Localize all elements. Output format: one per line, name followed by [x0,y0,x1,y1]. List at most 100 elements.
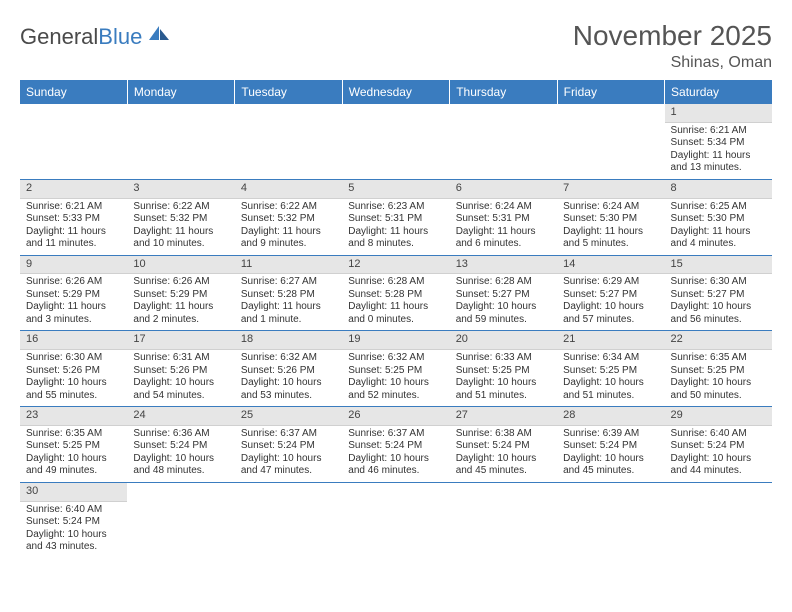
calendar-week-row: 16Sunrise: 6:30 AMSunset: 5:26 PMDayligh… [20,331,772,407]
daylight-line-2: and 45 minutes. [456,465,551,478]
calendar-day-cell: 21Sunrise: 6:34 AMSunset: 5:25 PMDayligh… [557,331,664,407]
sunrise-line: Sunrise: 6:25 AM [671,201,766,214]
sunset-line: Sunset: 5:26 PM [26,365,121,378]
day-of-week-header: Wednesday [342,80,449,104]
calendar-day-cell: 4Sunrise: 6:22 AMSunset: 5:32 PMDaylight… [235,179,342,255]
calendar-page: General Blue November 2025 Shinas, Oman … [0,0,792,558]
sunset-line: Sunset: 5:27 PM [671,289,766,302]
calendar-day-cell: 20Sunrise: 6:33 AMSunset: 5:25 PMDayligh… [450,331,557,407]
sunrise-line: Sunrise: 6:38 AM [456,428,551,441]
day-number: 19 [342,331,449,350]
calendar-day-cell: 10Sunrise: 6:26 AMSunset: 5:29 PMDayligh… [127,255,234,331]
daylight-line-1: Daylight: 11 hours [348,226,443,239]
sunset-line: Sunset: 5:29 PM [26,289,121,302]
daylight-line-1: Daylight: 11 hours [133,226,228,239]
day-content: Sunrise: 6:25 AMSunset: 5:30 PMDaylight:… [665,199,772,255]
day-content: Sunrise: 6:37 AMSunset: 5:24 PMDaylight:… [342,426,449,482]
day-content: Sunrise: 6:22 AMSunset: 5:32 PMDaylight:… [235,199,342,255]
daylight-line-2: and 49 minutes. [26,465,121,478]
calendar-day-cell: 12Sunrise: 6:28 AMSunset: 5:28 PMDayligh… [342,255,449,331]
sunrise-line: Sunrise: 6:34 AM [563,352,658,365]
calendar-body: 1Sunrise: 6:21 AMSunset: 5:34 PMDaylight… [20,104,772,558]
day-content: Sunrise: 6:28 AMSunset: 5:27 PMDaylight:… [450,274,557,330]
daylight-line-2: and 48 minutes. [133,465,228,478]
daylight-line-1: Daylight: 10 hours [241,377,336,390]
daylight-line-2: and 6 minutes. [456,238,551,251]
sunset-line: Sunset: 5:24 PM [671,440,766,453]
calendar-day-cell: 6Sunrise: 6:24 AMSunset: 5:31 PMDaylight… [450,179,557,255]
sunrise-line: Sunrise: 6:26 AM [26,276,121,289]
sunset-line: Sunset: 5:24 PM [26,516,121,529]
day-content: Sunrise: 6:21 AMSunset: 5:33 PMDaylight:… [20,199,127,255]
calendar-day-cell: 15Sunrise: 6:30 AMSunset: 5:27 PMDayligh… [665,255,772,331]
calendar-empty-cell [342,482,449,557]
daylight-line-2: and 43 minutes. [26,541,121,554]
calendar-day-cell: 14Sunrise: 6:29 AMSunset: 5:27 PMDayligh… [557,255,664,331]
daylight-line-2: and 5 minutes. [563,238,658,251]
day-content: Sunrise: 6:40 AMSunset: 5:24 PMDaylight:… [20,502,127,558]
daylight-line-2: and 51 minutes. [456,390,551,403]
day-number: 1 [665,104,772,123]
daylight-line-1: Daylight: 10 hours [133,453,228,466]
daylight-line-2: and 55 minutes. [26,390,121,403]
day-number: 27 [450,407,557,426]
day-content: Sunrise: 6:34 AMSunset: 5:25 PMDaylight:… [557,350,664,406]
day-number: 3 [127,180,234,199]
day-number: 28 [557,407,664,426]
sunset-line: Sunset: 5:25 PM [456,365,551,378]
sunrise-line: Sunrise: 6:27 AM [241,276,336,289]
day-content: Sunrise: 6:30 AMSunset: 5:27 PMDaylight:… [665,274,772,330]
daylight-line-2: and 51 minutes. [563,390,658,403]
daylight-line-2: and 46 minutes. [348,465,443,478]
day-number: 5 [342,180,449,199]
calendar-week-row: 30Sunrise: 6:40 AMSunset: 5:24 PMDayligh… [20,482,772,557]
page-header: General Blue November 2025 Shinas, Oman [20,20,772,72]
sunset-line: Sunset: 5:32 PM [241,213,336,226]
day-number: 10 [127,256,234,275]
day-number: 4 [235,180,342,199]
day-number: 7 [557,180,664,199]
location-label: Shinas, Oman [573,54,772,72]
calendar-day-cell: 29Sunrise: 6:40 AMSunset: 5:24 PMDayligh… [665,407,772,483]
sunrise-line: Sunrise: 6:24 AM [456,201,551,214]
calendar-week-row: 23Sunrise: 6:35 AMSunset: 5:25 PMDayligh… [20,407,772,483]
calendar-day-cell: 23Sunrise: 6:35 AMSunset: 5:25 PMDayligh… [20,407,127,483]
calendar-empty-cell [127,104,234,179]
daylight-line-1: Daylight: 10 hours [456,301,551,314]
daylight-line-2: and 53 minutes. [241,390,336,403]
daylight-line-1: Daylight: 11 hours [26,301,121,314]
sunset-line: Sunset: 5:31 PM [456,213,551,226]
daylight-line-2: and 4 minutes. [671,238,766,251]
day-content: Sunrise: 6:38 AMSunset: 5:24 PMDaylight:… [450,426,557,482]
daylight-line-1: Daylight: 11 hours [133,301,228,314]
sunrise-line: Sunrise: 6:31 AM [133,352,228,365]
calendar-header-row: SundayMondayTuesdayWednesdayThursdayFrid… [20,80,772,104]
sunrise-line: Sunrise: 6:39 AM [563,428,658,441]
day-number: 13 [450,256,557,275]
calendar-empty-cell [450,482,557,557]
sunset-line: Sunset: 5:29 PM [133,289,228,302]
day-number: 22 [665,331,772,350]
daylight-line-1: Daylight: 10 hours [563,301,658,314]
calendar-day-cell: 16Sunrise: 6:30 AMSunset: 5:26 PMDayligh… [20,331,127,407]
sunset-line: Sunset: 5:28 PM [241,289,336,302]
calendar-day-cell: 5Sunrise: 6:23 AMSunset: 5:31 PMDaylight… [342,179,449,255]
sunset-line: Sunset: 5:28 PM [348,289,443,302]
sunset-line: Sunset: 5:31 PM [348,213,443,226]
daylight-line-2: and 3 minutes. [26,314,121,327]
calendar-day-cell: 17Sunrise: 6:31 AMSunset: 5:26 PMDayligh… [127,331,234,407]
calendar-week-row: 9Sunrise: 6:26 AMSunset: 5:29 PMDaylight… [20,255,772,331]
calendar-day-cell: 11Sunrise: 6:27 AMSunset: 5:28 PMDayligh… [235,255,342,331]
day-of-week-header: Saturday [665,80,772,104]
sunset-line: Sunset: 5:25 PM [26,440,121,453]
sunrise-line: Sunrise: 6:40 AM [671,428,766,441]
sunrise-line: Sunrise: 6:22 AM [133,201,228,214]
daylight-line-2: and 56 minutes. [671,314,766,327]
calendar-day-cell: 19Sunrise: 6:32 AMSunset: 5:25 PMDayligh… [342,331,449,407]
daylight-line-1: Daylight: 11 hours [456,226,551,239]
calendar-day-cell: 28Sunrise: 6:39 AMSunset: 5:24 PMDayligh… [557,407,664,483]
sunrise-line: Sunrise: 6:29 AM [563,276,658,289]
daylight-line-2: and 50 minutes. [671,390,766,403]
sunrise-line: Sunrise: 6:37 AM [241,428,336,441]
daylight-line-1: Daylight: 11 hours [241,301,336,314]
